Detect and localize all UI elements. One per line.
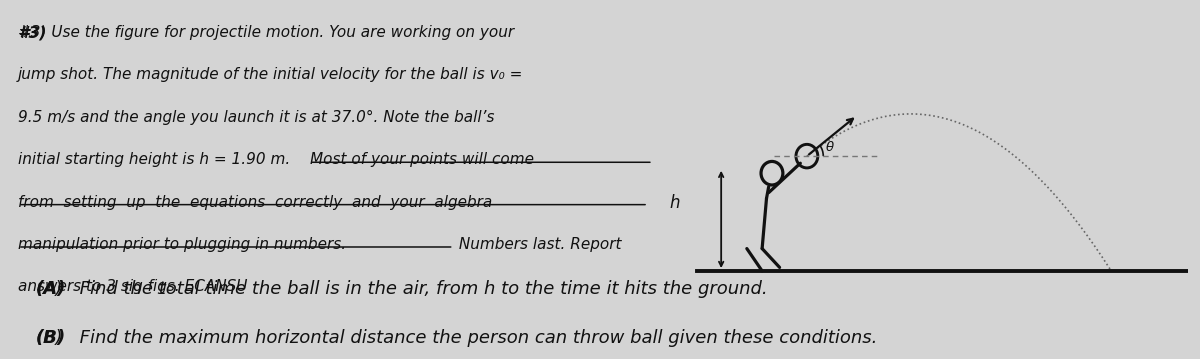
Text: initial starting height is h = 1.90 m.: initial starting height is h = 1.90 m.	[18, 152, 295, 167]
Text: (B)   Find the maximum horizontal distance the person can throw ball given these: (B) Find the maximum horizontal distance…	[36, 329, 877, 347]
Text: #3): #3)	[18, 25, 47, 40]
Text: h: h	[670, 194, 680, 212]
Text: answers to 3 sig figs. ECANSU: answers to 3 sig figs. ECANSU	[18, 279, 247, 294]
Text: (B): (B)	[36, 329, 66, 347]
Text: manipulation prior to plugging in numbers.: manipulation prior to plugging in number…	[18, 237, 346, 252]
Text: $\theta$: $\theta$	[826, 140, 835, 154]
Text: 9.5 m/s and the angle you launch it is at 37.0°. Note the ball’s: 9.5 m/s and the angle you launch it is a…	[18, 110, 494, 125]
Text: #3) Use the figure for projectile motion. You are working on your: #3) Use the figure for projectile motion…	[18, 25, 514, 40]
Text: (A)   Find the total time the ball is in the air, from h to the time it hits the: (A) Find the total time the ball is in t…	[36, 280, 768, 298]
Text: Numbers last. Report: Numbers last. Report	[454, 237, 622, 252]
Text: Most of your points will come: Most of your points will come	[310, 152, 534, 167]
Text: (A): (A)	[36, 280, 66, 298]
Text: from  setting  up  the  equations  correctly  and  your  algebra: from setting up the equations correctly …	[18, 195, 492, 210]
Text: jump shot. The magnitude of the initial velocity for the ball is v₀ =: jump shot. The magnitude of the initial …	[18, 67, 523, 83]
